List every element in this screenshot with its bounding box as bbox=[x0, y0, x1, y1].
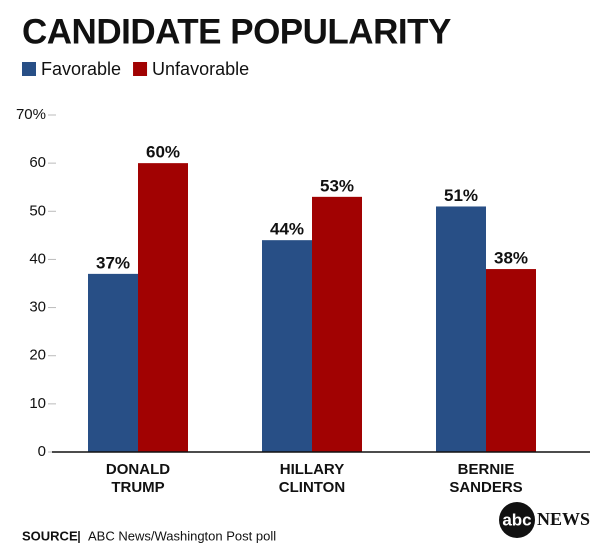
value-label: 44% bbox=[270, 220, 304, 239]
bar bbox=[312, 196, 362, 452]
legend-label: Unfavorable bbox=[152, 59, 249, 79]
y-tick-label: 70% bbox=[16, 106, 46, 123]
y-tick-label: 10 bbox=[29, 395, 46, 412]
bar bbox=[436, 206, 486, 452]
legend-label: Favorable bbox=[41, 59, 121, 79]
x-tick-label: BERNIE SANDERS bbox=[449, 461, 523, 496]
bar bbox=[138, 163, 188, 452]
y-tick-label: 0 bbox=[38, 443, 46, 460]
y-tick-label: 20 bbox=[29, 347, 46, 364]
source-label: SOURCE bbox=[22, 528, 78, 543]
value-label: 38% bbox=[494, 249, 528, 268]
logo-circle bbox=[499, 502, 535, 538]
legend-swatch bbox=[133, 62, 148, 76]
chart-title: CANDIDATE POPULARITY bbox=[22, 12, 451, 51]
logo-text: NEWS bbox=[537, 509, 590, 529]
value-label: 53% bbox=[320, 176, 354, 195]
value-label: 37% bbox=[96, 253, 130, 272]
bar bbox=[262, 240, 312, 452]
source: ABC News/Washington Post poll bbox=[88, 528, 276, 543]
y-tick-label: 60 bbox=[29, 154, 46, 171]
y-tick-label: 40 bbox=[29, 250, 46, 267]
y-tick-label: 50 bbox=[29, 202, 46, 219]
value-label: 51% bbox=[444, 186, 478, 205]
value-label: 60% bbox=[146, 143, 180, 162]
bar bbox=[486, 269, 536, 452]
y-tick-label: 30 bbox=[29, 299, 46, 316]
bar bbox=[88, 273, 138, 452]
legend-swatch bbox=[22, 62, 36, 76]
x-tick-label: HILLARY CLINTON bbox=[278, 461, 346, 496]
logo-mark: abc bbox=[502, 510, 531, 529]
x-tick-label: DONALD TRUMP bbox=[105, 461, 171, 496]
